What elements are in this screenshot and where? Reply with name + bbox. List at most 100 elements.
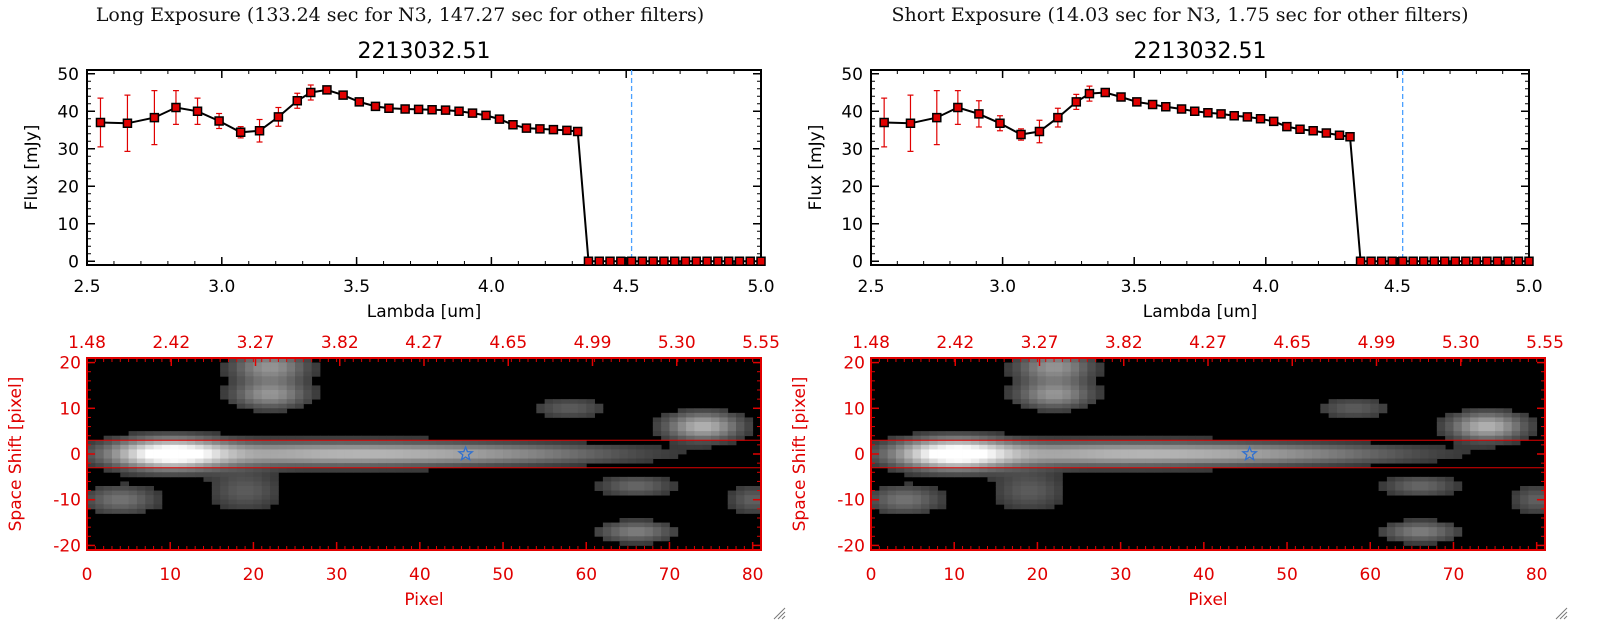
- image-pixel: [1336, 440, 1346, 446]
- image-pixel: [611, 486, 620, 491]
- image-pixel: [652, 481, 662, 487]
- image-pixel: [295, 376, 304, 382]
- image-pixel: [979, 431, 988, 437]
- image-pixel: [186, 458, 196, 464]
- image-pixel: [677, 449, 687, 455]
- image-pixel: [328, 458, 338, 464]
- data-point: [1397, 256, 1408, 266]
- image-pixel: [1420, 476, 1429, 482]
- image-pixel: [1187, 435, 1196, 441]
- image-pixel: [937, 472, 947, 478]
- image-pixel: [203, 467, 213, 473]
- image-pixel: [677, 408, 687, 414]
- image-pixel: [220, 499, 229, 505]
- image-pixel: [1212, 463, 1221, 469]
- image-pixel: [1195, 435, 1205, 441]
- image-pixel: [669, 412, 679, 418]
- x-tick-label: 0: [866, 565, 877, 585]
- image-pixel: [1004, 499, 1013, 505]
- resize-grip-icon[interactable]: [1554, 606, 1568, 620]
- image-pixel: [1037, 490, 1047, 496]
- image-pixel: [228, 481, 238, 487]
- image-pixel: [752, 508, 762, 514]
- image-pixel: [220, 394, 229, 400]
- image-pixel: [378, 435, 387, 441]
- image-pixel: [1120, 435, 1130, 441]
- image-pixel: [1361, 399, 1371, 405]
- image-pixel: [1079, 385, 1088, 391]
- image-pixel: [644, 531, 654, 537]
- image-pixel: [261, 463, 271, 469]
- image-pixel: [1428, 444, 1438, 450]
- image-pixel: [1012, 362, 1022, 368]
- image-pixel: [478, 458, 487, 464]
- image-pixel: [627, 458, 637, 464]
- image-pixel: [295, 394, 304, 400]
- image-pixel: [1079, 390, 1088, 395]
- image-pixel: [1237, 449, 1246, 455]
- image-pixel: [295, 463, 304, 469]
- image-pixel: [929, 467, 938, 473]
- image-pixel: [636, 490, 645, 496]
- image-pixel: [636, 444, 645, 450]
- image-pixel: [419, 435, 429, 441]
- image-pixel: [736, 435, 745, 441]
- image-pixel: [195, 454, 204, 459]
- image-pixel: [411, 458, 421, 464]
- y-tick-label: 30: [57, 140, 79, 160]
- image-pixel: [145, 463, 154, 469]
- image-pixel: [153, 504, 163, 510]
- image-pixel: [744, 490, 754, 496]
- image-pixel: [245, 495, 254, 501]
- image-pixel: [519, 440, 529, 446]
- image-pixel: [1495, 435, 1504, 441]
- image-pixel: [686, 426, 695, 432]
- image-pixel: [879, 508, 889, 514]
- image-pixel: [111, 504, 121, 510]
- data-point: [1376, 256, 1387, 266]
- image-pixel: [962, 444, 972, 450]
- image-pixel: [1386, 454, 1396, 459]
- image-pixel: [945, 472, 955, 478]
- image-pixel: [419, 444, 429, 450]
- image-pixel: [1336, 412, 1346, 418]
- image-pixel: [1370, 454, 1379, 459]
- image-pixel: [178, 449, 188, 455]
- image-pixel: [561, 399, 571, 405]
- image-pixel: [1112, 458, 1122, 464]
- resize-grip-icon[interactable]: [772, 606, 786, 620]
- image-pixel: [1070, 403, 1080, 409]
- image-pixel: [336, 463, 346, 469]
- image-pixel: [394, 444, 404, 450]
- image-pixel: [444, 449, 454, 455]
- image-pixel: [103, 508, 113, 514]
- image-pixel: [1045, 499, 1055, 505]
- image-pixel: [652, 417, 662, 423]
- image-pixel: [270, 495, 279, 501]
- image-pixel: [1037, 499, 1047, 505]
- image-pixel: [677, 440, 687, 446]
- image-pixel: [995, 435, 1005, 441]
- image-pixel: [87, 499, 96, 505]
- image-pixel: [286, 463, 296, 469]
- image-pixel: [444, 463, 454, 469]
- image-pixel: [145, 454, 154, 459]
- image-pixel: [1054, 385, 1063, 391]
- image-pixel: [145, 444, 154, 450]
- image-pixel: [1087, 440, 1097, 446]
- image-pixel: [887, 486, 897, 491]
- image-pixel: [1037, 394, 1047, 400]
- image-pixel: [536, 463, 546, 469]
- image-pixel: [1237, 463, 1246, 469]
- data-point: [306, 87, 316, 98]
- image-pixel: [1145, 435, 1155, 441]
- image-pixel: [1020, 371, 1030, 377]
- image-pixel: [95, 495, 105, 501]
- image-pixel: [1012, 380, 1022, 386]
- image-pixel: [1054, 440, 1063, 446]
- image-pixel: [1062, 385, 1072, 391]
- image-pixel: [1153, 454, 1163, 459]
- image-pixel: [1029, 394, 1038, 400]
- image-pixel: [611, 458, 620, 464]
- image-pixel: [1012, 504, 1022, 510]
